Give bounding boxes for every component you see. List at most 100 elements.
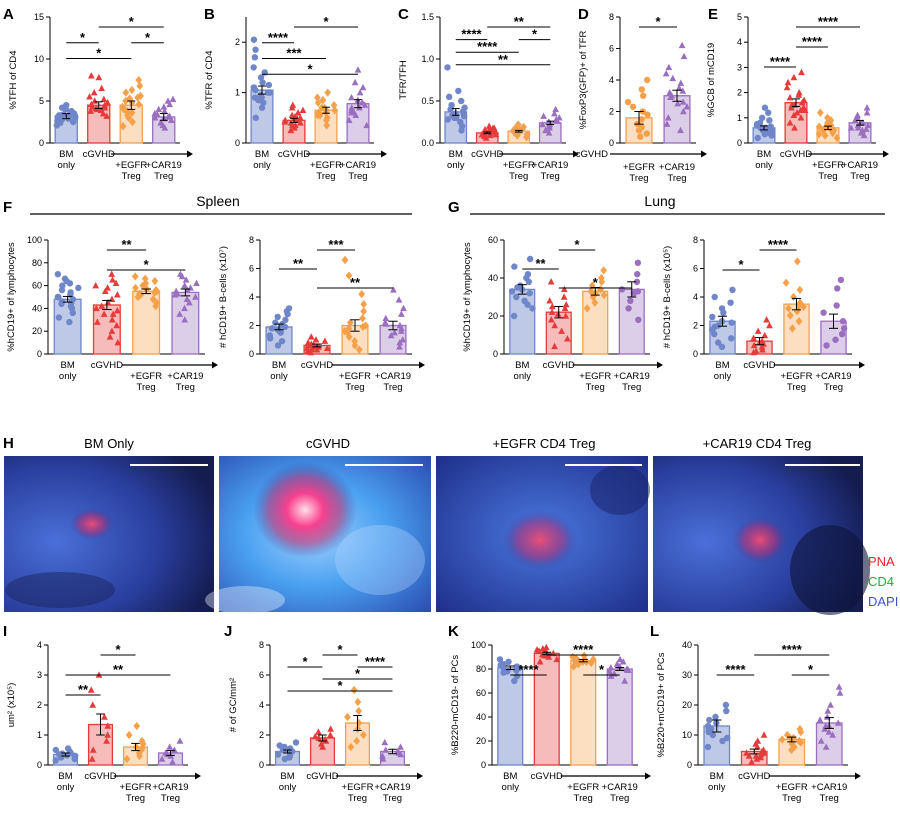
- data-point: [260, 99, 267, 106]
- significance-label: **: [498, 52, 509, 67]
- data-point: [551, 321, 559, 329]
- y-tick-label: 80: [476, 664, 486, 674]
- y-axis-title: %hCD19+ of lymphocytes: [462, 242, 473, 352]
- data-point: [128, 108, 136, 117]
- image-panels: H BM Only cGVHD +EGFR CD4 Treg +CAR19 CD…: [3, 435, 898, 615]
- panel-letter-d: D: [578, 6, 589, 23]
- data-point: [59, 282, 66, 289]
- data-point: [108, 270, 116, 277]
- data-point: [526, 290, 533, 297]
- data-point: [839, 318, 847, 325]
- data-point: [151, 114, 159, 121]
- data-point: [307, 333, 315, 340]
- data-point: [444, 116, 451, 123]
- data-point: [123, 754, 131, 764]
- data-point: [711, 323, 718, 331]
- category-label: cGVHD: [83, 149, 115, 160]
- significance-label: ****: [461, 27, 482, 42]
- data-point: [128, 85, 136, 95]
- data-point: [171, 291, 179, 298]
- category-label: +EGFR: [130, 371, 162, 382]
- y-tick-label: 1: [737, 113, 742, 123]
- data-point: [182, 276, 190, 283]
- data-point: [548, 302, 556, 310]
- data-point: [274, 751, 282, 758]
- category-label: +CAR19: [146, 160, 182, 171]
- y-axis-title: %GCB of mCD19: [706, 43, 717, 117]
- y-tick-label: 8: [249, 235, 254, 245]
- data-point: [754, 737, 762, 744]
- y-tick-label: 1: [37, 730, 42, 740]
- data-point: [136, 81, 144, 91]
- category-label: +CAR19: [374, 782, 410, 793]
- data-point: [540, 112, 547, 119]
- category-label: +CAR19: [614, 371, 650, 382]
- data-point: [252, 46, 259, 53]
- category-label: +CAR19: [815, 371, 851, 382]
- data-point: [513, 127, 521, 136]
- data-point: [131, 272, 139, 281]
- data-point: [104, 284, 111, 291]
- category-label: Treg: [122, 171, 141, 182]
- data-point: [68, 108, 75, 116]
- data-point: [315, 108, 322, 117]
- data-point: [350, 685, 358, 695]
- data-point: [397, 310, 405, 317]
- category-label: only: [59, 371, 77, 382]
- category-label: only: [502, 782, 520, 793]
- data-point: [644, 111, 651, 118]
- data-point: [783, 83, 791, 91]
- y-axis-title: %hCD19+ of lymphocytes: [6, 242, 17, 352]
- data-point: [345, 116, 353, 124]
- data-point: [89, 746, 97, 753]
- arrow-head: [883, 150, 889, 158]
- significance-label: *: [96, 46, 102, 61]
- y-axis-title: TFR/TFH: [398, 60, 409, 100]
- category-label: Treg: [154, 171, 173, 182]
- arrow-head: [645, 772, 651, 780]
- data-point: [536, 658, 544, 665]
- data-point: [837, 276, 845, 284]
- data-point: [798, 68, 805, 76]
- data-point: [511, 677, 518, 685]
- data-point: [88, 100, 95, 108]
- y-tick-label: 60: [488, 235, 498, 245]
- y-tick-label: 0: [39, 138, 44, 148]
- category-label: Treg: [824, 382, 843, 393]
- category-label: +CAR19: [375, 371, 411, 382]
- data-point: [158, 755, 166, 762]
- category-label: Treg: [850, 171, 869, 182]
- data-point: [790, 73, 798, 81]
- data-point: [662, 70, 670, 77]
- data-point: [863, 109, 871, 116]
- category-label: only: [270, 371, 288, 382]
- data-point: [58, 286, 66, 294]
- significance-label: *: [593, 275, 599, 290]
- data-point: [444, 64, 451, 71]
- data-point: [125, 730, 133, 740]
- data-point: [167, 116, 175, 124]
- category-label: cGVHD: [278, 149, 310, 160]
- data-point: [152, 301, 160, 311]
- data-point: [169, 95, 177, 103]
- micrograph-bm-only: [4, 456, 214, 612]
- data-point: [265, 81, 273, 89]
- data-point: [358, 289, 366, 299]
- data-point: [360, 299, 368, 309]
- y-tick-label: 0: [37, 760, 42, 770]
- data-point: [711, 293, 718, 301]
- data-point: [114, 338, 122, 346]
- data-point: [790, 733, 797, 743]
- significance-label: *: [808, 662, 814, 677]
- y-tick-label: 10: [682, 730, 692, 740]
- data-point: [547, 316, 555, 323]
- category-label: +CAR19: [340, 160, 376, 171]
- category-label: +EGFR: [623, 162, 655, 173]
- data-point: [318, 740, 325, 747]
- data-point: [292, 739, 300, 746]
- data-point: [786, 93, 794, 101]
- data-point: [458, 97, 465, 105]
- category-label: cGVHD: [543, 360, 575, 371]
- data-point: [327, 725, 335, 732]
- data-point: [52, 746, 60, 754]
